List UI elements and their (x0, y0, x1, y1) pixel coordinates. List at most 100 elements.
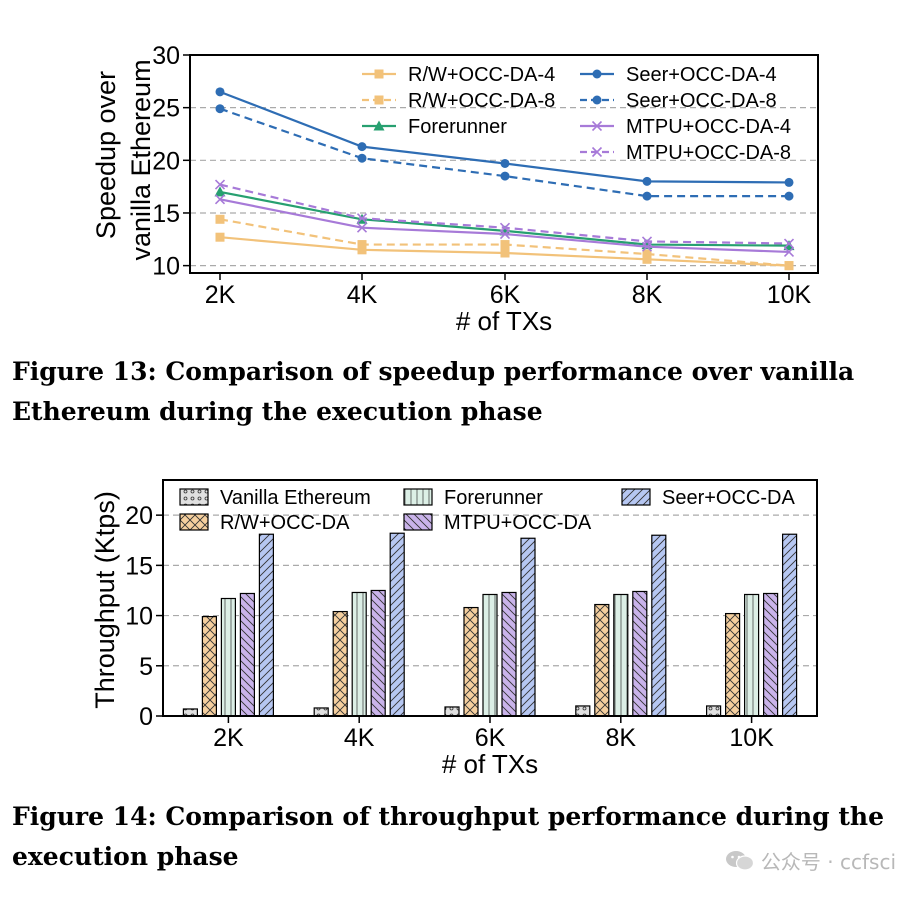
bar-forerunner (482, 593, 498, 717)
bar-group-2k (182, 533, 274, 717)
series-mtpu-occ-da-8 (214, 179, 795, 249)
bar-r-w-occ-da (463, 606, 479, 717)
speedup-x-tick-label: 4K (347, 281, 378, 309)
series-seer-occ-da-4 (215, 87, 794, 187)
bar-mtpu-occ-da (632, 590, 648, 717)
legend-label: R/W+OCC-DA-8 (408, 90, 555, 112)
bar-group-6k (444, 537, 536, 717)
data-point-seer-occ-da-4 (357, 142, 367, 152)
data-point-mtpu-occ-da-8 (499, 222, 511, 233)
legend-item-seer-occ-da-4: Seer+OCC-DA-4 (580, 64, 777, 86)
bar-mtpu-occ-da (762, 592, 779, 717)
legend-label: R/W+OCC-DA (220, 512, 350, 534)
watermark-text: 公众号 · ccfsci (760, 850, 896, 874)
speedup-legend: R/W+OCC-DA-4 R/W+OCC-DA-8 Forerunner Seer+O… (362, 64, 791, 164)
data-point-r-w-occ-da-4 (357, 245, 367, 255)
data-point-r-w-occ-da-8 (357, 240, 367, 250)
data-point-seer-occ-da-8 (642, 191, 652, 201)
throughput-x-tick-label: 6K (475, 724, 506, 752)
data-point-r-w-occ-da-4 (215, 232, 225, 242)
bar-vanilla-ethereum (575, 705, 591, 717)
bar-forerunner (351, 591, 367, 717)
throughput-bar-chart: 0 5 10 15 20 2K 4K 6K 8K 10K Vanilla Ethereum R/W… (90, 479, 818, 779)
throughput-x-ticks: 2K 4K 6K 8K 10K (213, 716, 774, 752)
speedup-y-axis-title-line2: vanilla Ethereum (126, 59, 156, 260)
legend-label: Seer+OCC-DA (662, 487, 795, 509)
legend-item-forerunner: Forerunner (403, 487, 543, 509)
series-r-w-occ-da-4 (215, 232, 794, 271)
throughput-y-tick-label: 15 (125, 552, 153, 580)
legend-label: MTPU+OCC-DA (444, 512, 592, 534)
legend-swatch (179, 488, 209, 506)
bar-r-w-occ-da (724, 612, 741, 717)
bar-vanilla-ethereum (182, 708, 198, 717)
series-line-seer-occ-da-8 (219, 107, 789, 198)
bar-forerunner (613, 593, 629, 717)
legend-swatch (179, 513, 209, 531)
bar-vanilla-ethereum (444, 706, 460, 717)
bar-group-8k (575, 534, 667, 717)
speedup-y-tick-label: 25 (152, 95, 180, 123)
speedup-y-tick-label: 10 (152, 253, 180, 281)
throughput-y-tick-label: 10 (125, 603, 153, 631)
bar-seer-occ-da (520, 537, 536, 717)
speedup-x-tick-label: 8K (632, 281, 663, 309)
speedup-x-tick-label: 2K (205, 281, 236, 309)
throughput-y-ticks: 0 5 10 15 20 (125, 502, 163, 731)
series-seer-occ-da-8 (215, 104, 794, 201)
data-point-r-w-occ-da-8 (642, 249, 652, 259)
legend-marker (373, 120, 385, 131)
data-point-seer-occ-da-8 (357, 153, 367, 163)
data-point-seer-occ-da-8 (215, 104, 225, 114)
speedup-y-axis-title-line1: Speedup over (91, 71, 121, 239)
legend-marker (591, 120, 603, 132)
bar-vanilla-ethereum (705, 705, 722, 717)
data-point-mtpu-occ-da-4 (356, 222, 368, 233)
legend-label: Seer+OCC-DA-8 (626, 90, 777, 112)
data-point-seer-occ-da-4 (642, 176, 652, 186)
data-point-r-w-occ-da-8 (215, 214, 225, 224)
bar-seer-occ-da (781, 533, 798, 717)
bar-mtpu-occ-da (501, 591, 517, 717)
data-point-mtpu-occ-da-4 (783, 246, 795, 258)
bar-group-4k (313, 532, 405, 717)
bar-forerunner (220, 597, 236, 717)
bar-forerunner (743, 593, 760, 717)
legend-label: Vanilla Ethereum (220, 487, 371, 509)
data-point-r-w-occ-da-4 (500, 248, 510, 258)
legend-item-mtpu-occ-da-4: MTPU+OCC-DA-4 (580, 116, 791, 138)
legend-item-seer-occ-da-8: Seer+OCC-DA-8 (580, 90, 777, 112)
bar-seer-occ-da (651, 534, 667, 717)
watermark: 公众号 · ccfsci (725, 846, 896, 875)
legend-label: MTPU+OCC-DA-4 (626, 116, 791, 138)
series-r-w-occ-da-8 (215, 214, 794, 271)
legend-item-mtpu-occ-da-8: MTPU+OCC-DA-8 (580, 142, 791, 164)
data-point-r-w-occ-da-8 (500, 240, 510, 250)
data-point-seer-occ-da-4 (500, 158, 510, 168)
figure-14-caption: Figure 14: Comparison of throughput perf… (12, 802, 884, 871)
bar-vanilla-ethereum (313, 707, 329, 717)
legend-item-forerunner: Forerunner (362, 116, 507, 138)
speedup-x-tick-label: 10K (767, 281, 812, 309)
throughput-y-tick-label: 0 (139, 703, 153, 731)
bar-mtpu-occ-da (370, 589, 386, 717)
throughput-x-tick-label: 10K (729, 724, 774, 752)
legend-marker (591, 146, 603, 158)
bar-group-10k (705, 533, 798, 717)
bar-mtpu-occ-da (239, 592, 255, 717)
legend-label: Forerunner (408, 116, 507, 138)
bar-seer-occ-da (258, 533, 274, 717)
legend-item-seer-occ-da: Seer+OCC-DA (621, 487, 795, 509)
speedup-series-group (214, 87, 795, 271)
wechat-icon (725, 850, 755, 871)
speedup-plot-frame (189, 54, 819, 274)
data-point-mtpu-occ-da-8 (783, 238, 795, 249)
legend-swatch (403, 513, 433, 531)
throughput-legend: Vanilla Ethereum R/W+OCC-DA Forerunner MTPU… (179, 487, 795, 534)
throughput-x-tick-label: 2K (213, 724, 244, 752)
data-point-seer-occ-da-4 (215, 87, 225, 97)
data-point-seer-occ-da-8 (500, 171, 510, 181)
data-point-mtpu-occ-da-8 (356, 213, 368, 224)
data-point-r-w-occ-da-4 (642, 254, 652, 264)
